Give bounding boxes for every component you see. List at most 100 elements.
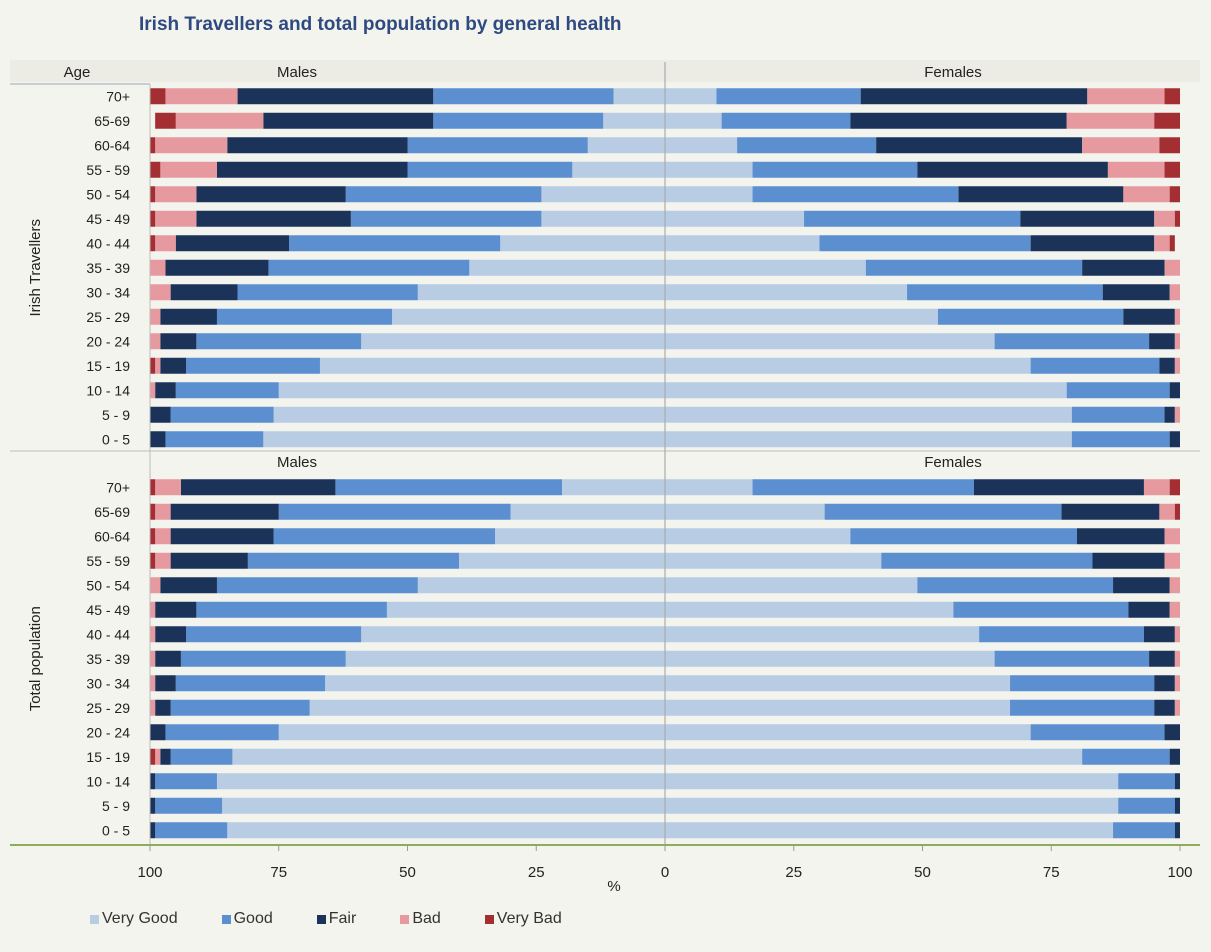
female-bar-segment — [665, 601, 954, 618]
female-bar-segment — [1020, 210, 1155, 227]
age-category-label: 15 - 19 — [86, 358, 130, 374]
male-bar-segment — [150, 773, 156, 790]
male-bar-segment — [155, 503, 171, 520]
male-bar-segment — [150, 406, 171, 423]
age-category-label: 0 - 5 — [102, 431, 130, 447]
male-bar-segment — [278, 724, 665, 741]
male-bar-segment — [150, 528, 156, 545]
male-bar-segment — [407, 137, 588, 154]
female-bar-segment — [1169, 382, 1180, 399]
x-tick-label: 25 — [528, 864, 545, 881]
female-bar-segment — [665, 748, 1083, 765]
female-bar-segment — [1164, 406, 1175, 423]
legend-label: Very Bad — [496, 910, 562, 927]
female-bar-segment — [665, 333, 995, 350]
age-category-label: 40 - 44 — [86, 235, 130, 251]
male-bar-segment — [160, 333, 197, 350]
male-bar-segment — [319, 357, 665, 374]
male-bar-segment — [495, 528, 665, 545]
male-bar-segment — [150, 186, 156, 203]
female-bar-segment — [1061, 503, 1160, 520]
female-bar-segment — [1149, 650, 1175, 667]
female-bar-segment — [1082, 259, 1165, 276]
age-category-label: 65-69 — [94, 504, 130, 520]
male-bar-segment — [160, 748, 171, 765]
male-bar-segment — [155, 699, 171, 716]
x-tick-label: 100 — [137, 864, 162, 881]
male-bar-segment — [150, 601, 156, 618]
female-bar-segment — [917, 577, 1114, 594]
male-bar-segment — [170, 284, 238, 301]
male-bar-segment — [237, 88, 434, 105]
female-bar-segment — [1154, 699, 1175, 716]
female-bar-segment — [1030, 724, 1165, 741]
females-label: Females — [924, 64, 982, 81]
male-bar-segment — [165, 259, 269, 276]
age-category-label: 0 - 5 — [102, 822, 130, 838]
male-bar-segment — [196, 186, 346, 203]
female-bar-segment — [1159, 357, 1175, 374]
female-bar-segment — [665, 724, 1031, 741]
age-category-label: 45 - 49 — [86, 211, 130, 227]
age-category-label: 15 - 19 — [86, 749, 130, 765]
age-category-label: 30 - 34 — [86, 675, 130, 691]
x-tick-label: 100 — [1167, 864, 1192, 881]
male-bar-segment — [150, 235, 156, 252]
male-bar-segment — [335, 479, 562, 496]
age-category-label: 5 - 9 — [102, 798, 130, 814]
male-bar-segment — [500, 235, 665, 252]
female-bar-segment — [1174, 675, 1180, 692]
male-bar-segment — [155, 137, 228, 154]
female-bar-segment — [665, 431, 1072, 448]
female-bar-segment — [1107, 161, 1165, 178]
male-bar-segment — [216, 577, 418, 594]
male-bar-segment — [155, 112, 176, 129]
male-bar-segment — [150, 626, 156, 643]
male-bar-segment — [186, 357, 320, 374]
female-bar-segment — [1010, 675, 1155, 692]
female-bar-segment — [665, 406, 1072, 423]
male-bar-segment — [150, 675, 156, 692]
male-bar-segment — [186, 626, 362, 643]
female-bar-segment — [665, 308, 938, 325]
legend-swatch — [484, 914, 494, 924]
female-bar-segment — [1164, 161, 1180, 178]
male-bar-segment — [278, 503, 511, 520]
female-bar-segment — [850, 528, 1077, 545]
age-category-label: 45 - 49 — [86, 602, 130, 618]
female-bar-segment — [1154, 675, 1175, 692]
male-bar-segment — [175, 382, 279, 399]
male-bar-segment — [170, 552, 248, 569]
female-bar-segment — [974, 479, 1144, 496]
age-category-label: 70+ — [106, 88, 130, 104]
male-bar-segment — [155, 773, 217, 790]
male-bar-segment — [150, 748, 156, 765]
female-bar-segment — [824, 503, 1062, 520]
male-bar-segment — [268, 259, 470, 276]
female-bar-segment — [665, 137, 738, 154]
female-bar-segment — [665, 357, 1031, 374]
female-bar-segment — [1164, 528, 1180, 545]
female-bar-segment — [1169, 748, 1180, 765]
female-bar-segment — [1010, 699, 1155, 716]
male-bar-segment — [150, 479, 156, 496]
female-bar-segment — [1071, 431, 1170, 448]
female-bar-segment — [1174, 406, 1180, 423]
male-bar-segment — [155, 552, 171, 569]
female-bar-segment — [1118, 773, 1175, 790]
male-bar-segment — [541, 210, 665, 227]
female-bar-segment — [1087, 88, 1165, 105]
male-bar-segment — [155, 675, 176, 692]
legend-item: Very Good — [90, 910, 178, 928]
female-bar-segment — [1123, 308, 1175, 325]
female-bar-segment — [1164, 552, 1180, 569]
female-bar-segment — [1174, 308, 1180, 325]
female-bar-segment — [937, 308, 1124, 325]
male-bar-segment — [541, 186, 665, 203]
female-bar-segment — [752, 161, 918, 178]
male-bar-segment — [361, 333, 665, 350]
male-bar-segment — [165, 88, 238, 105]
group-label: Irish Travellers — [27, 219, 44, 317]
male-bar-segment — [150, 577, 161, 594]
x-tick-label: 50 — [399, 864, 416, 881]
